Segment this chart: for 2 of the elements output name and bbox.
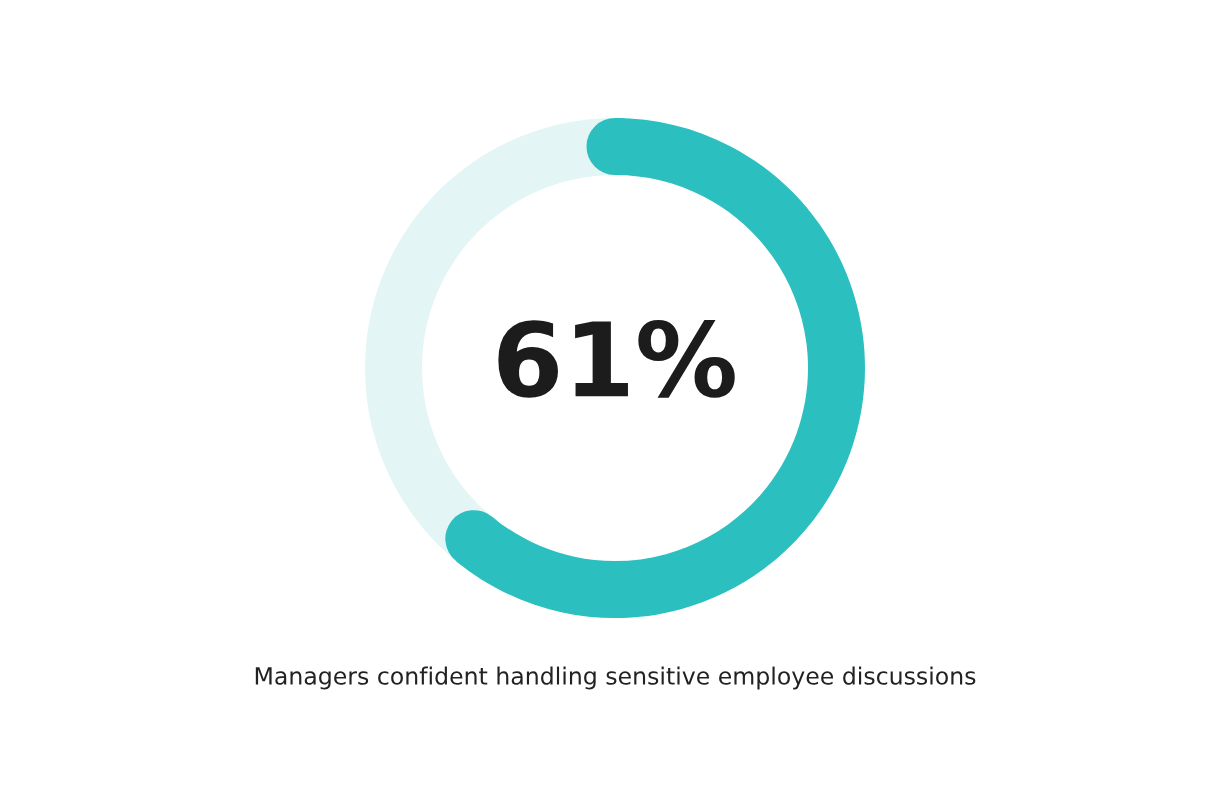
data-label: 61% — [498, 320, 735, 398]
text: Managers confident handling sensitive employee discussions — [255, 666, 976, 690]
